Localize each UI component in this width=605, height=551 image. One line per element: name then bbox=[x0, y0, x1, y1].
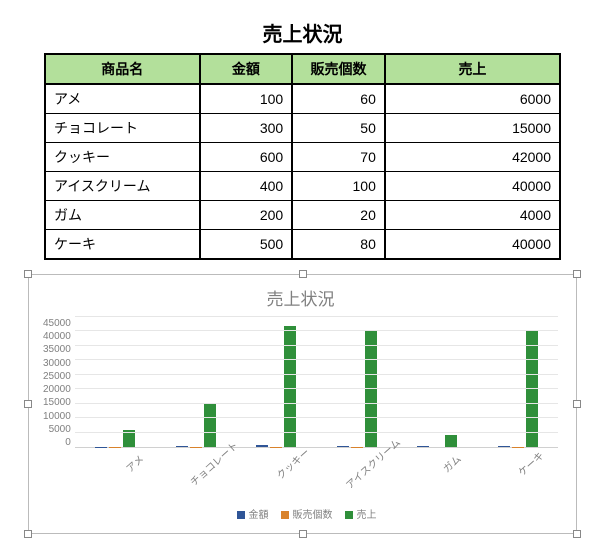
table-row[interactable]: クッキー6007042000 bbox=[45, 143, 560, 172]
gridline bbox=[75, 374, 558, 375]
cell-sales[interactable]: 40000 bbox=[385, 230, 560, 260]
bar-group[interactable] bbox=[75, 318, 156, 447]
resize-handle-top-right[interactable] bbox=[573, 270, 581, 278]
legend-label[interactable]: 売上 bbox=[357, 510, 377, 521]
resize-handle-bottom-right[interactable] bbox=[573, 530, 581, 538]
cell-qty[interactable]: 60 bbox=[292, 84, 385, 114]
gridline bbox=[75, 330, 558, 331]
bar[interactable] bbox=[337, 446, 349, 447]
cell-product[interactable]: アイスクリーム bbox=[45, 172, 200, 201]
cell-price[interactable]: 600 bbox=[200, 143, 293, 172]
col-product[interactable]: 商品名 bbox=[45, 54, 200, 84]
resize-handle-bottom-left[interactable] bbox=[24, 530, 32, 538]
y-tick-label: 25000 bbox=[43, 371, 71, 382]
resize-handle-mid-right[interactable] bbox=[573, 400, 581, 408]
gridline bbox=[75, 403, 558, 404]
cell-price[interactable]: 100 bbox=[200, 84, 293, 114]
chart-title[interactable]: 売上状況 bbox=[43, 285, 558, 310]
bar[interactable] bbox=[498, 446, 510, 447]
y-tick-label: 15000 bbox=[43, 397, 71, 408]
table-row[interactable]: アイスクリーム40010040000 bbox=[45, 172, 560, 201]
legend-label[interactable]: 販売個数 bbox=[293, 510, 333, 521]
bar[interactable] bbox=[256, 445, 268, 447]
cell-qty[interactable]: 70 bbox=[292, 143, 385, 172]
y-tick-label: 20000 bbox=[43, 384, 71, 395]
legend-swatch bbox=[281, 511, 289, 519]
table-row[interactable]: チョコレート3005015000 bbox=[45, 114, 560, 143]
cell-product[interactable]: ケーキ bbox=[45, 230, 200, 260]
bar-group[interactable] bbox=[155, 318, 236, 447]
gridline bbox=[75, 388, 558, 389]
cell-sales[interactable]: 6000 bbox=[385, 84, 560, 114]
gridline bbox=[75, 417, 558, 418]
cell-product[interactable]: チョコレート bbox=[45, 114, 200, 143]
y-tick-label: 45000 bbox=[43, 318, 71, 329]
gridline bbox=[75, 345, 558, 346]
sales-table[interactable]: 商品名 金額 販売個数 売上 アメ100606000チョコレート30050150… bbox=[44, 53, 561, 260]
table-header-row: 商品名 金額 販売個数 売上 bbox=[45, 54, 560, 84]
table-row[interactable]: アメ100606000 bbox=[45, 84, 560, 114]
col-price[interactable]: 金額 bbox=[200, 54, 293, 84]
y-tick-label: 5000 bbox=[43, 424, 71, 435]
cell-qty[interactable]: 50 bbox=[292, 114, 385, 143]
legend-swatch bbox=[345, 511, 353, 519]
cell-qty[interactable]: 20 bbox=[292, 201, 385, 230]
cell-product[interactable]: ガム bbox=[45, 201, 200, 230]
cell-sales[interactable]: 15000 bbox=[385, 114, 560, 143]
y-tick-label: 0 bbox=[43, 437, 71, 448]
page-title: 売上状況 bbox=[24, 18, 581, 47]
resize-handle-top-left[interactable] bbox=[24, 270, 32, 278]
gridline bbox=[75, 316, 558, 317]
cell-sales[interactable]: 42000 bbox=[385, 143, 560, 172]
y-tick-label: 35000 bbox=[43, 344, 71, 355]
gridline bbox=[75, 359, 558, 360]
resize-handle-bottom-mid[interactable] bbox=[299, 530, 307, 538]
cell-price[interactable]: 500 bbox=[200, 230, 293, 260]
legend-label[interactable]: 金額 bbox=[249, 510, 269, 521]
bar[interactable] bbox=[284, 326, 296, 447]
chart-y-axis: 45000 40000 35000 30000 25000 20000 15000 10000… bbox=[43, 318, 75, 448]
resize-handle-top-mid[interactable] bbox=[299, 270, 307, 278]
cell-price[interactable]: 300 bbox=[200, 114, 293, 143]
bar[interactable] bbox=[417, 446, 429, 447]
cell-sales[interactable]: 40000 bbox=[385, 172, 560, 201]
col-sales[interactable]: 売上 bbox=[385, 54, 560, 84]
bar[interactable] bbox=[176, 446, 188, 447]
cell-product[interactable]: アメ bbox=[45, 84, 200, 114]
cell-qty[interactable]: 80 bbox=[292, 230, 385, 260]
cell-product[interactable]: クッキー bbox=[45, 143, 200, 172]
y-tick-label: 30000 bbox=[43, 358, 71, 369]
legend-swatch bbox=[237, 511, 245, 519]
cell-qty[interactable]: 100 bbox=[292, 172, 385, 201]
y-tick-label: 40000 bbox=[43, 331, 71, 342]
chart-x-axis: アメチョコレートクッキーアイスクリームガムケーキ bbox=[83, 450, 558, 490]
cell-sales[interactable]: 4000 bbox=[385, 201, 560, 230]
table-row[interactable]: ガム200204000 bbox=[45, 201, 560, 230]
resize-handle-mid-left[interactable] bbox=[24, 400, 32, 408]
cell-price[interactable]: 200 bbox=[200, 201, 293, 230]
col-qty[interactable]: 販売個数 bbox=[292, 54, 385, 84]
chart-legend[interactable]: 金額 販売個数 売上 bbox=[43, 506, 558, 521]
chart-object[interactable]: 売上状況 45000 40000 35000 30000 25000 20000 15000… bbox=[28, 274, 577, 534]
table-row[interactable]: ケーキ5008040000 bbox=[45, 230, 560, 260]
y-tick-label: 10000 bbox=[43, 411, 71, 422]
cell-price[interactable]: 400 bbox=[200, 172, 293, 201]
